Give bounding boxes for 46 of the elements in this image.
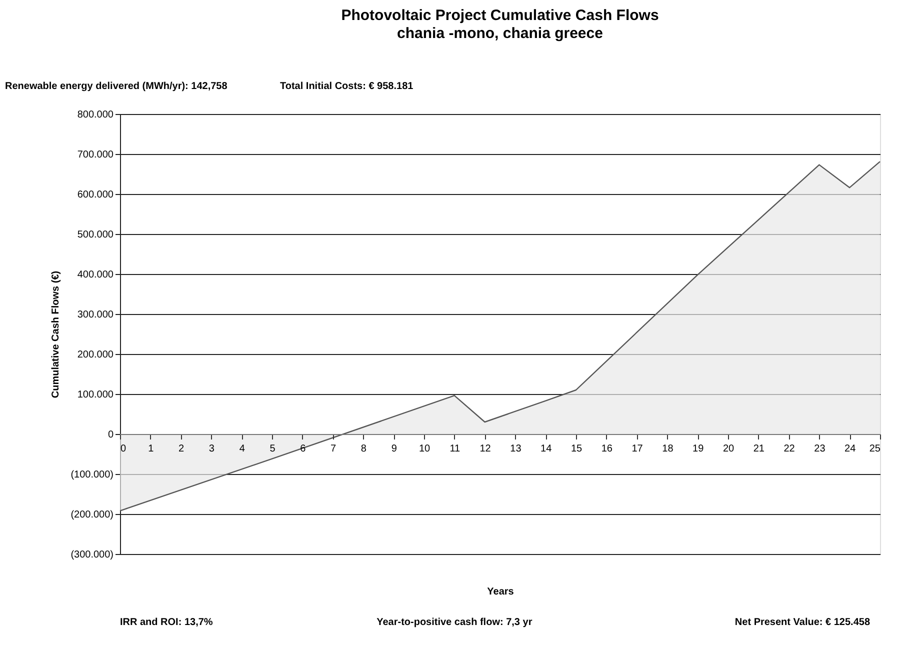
x-tick-label: 22 [784,444,796,454]
text: Renewable energy delivered (MWh/yr): 142,758 [5,81,228,92]
x-tick-label: 5 [270,444,276,454]
x-tick-label: 25 [869,444,881,454]
text: Net Present Value: € 125.458 [734,617,870,628]
x-tick-label: 1 [148,444,154,454]
x-tick-label: 3 [208,444,215,454]
x-tick-label: 16 [601,444,613,454]
y-tick-label: 200.000 [77,350,114,360]
y-tick-label: (100.000) [70,470,114,480]
chart-title: Photovoltaic Project Cumulative Cash Flows [341,7,659,24]
y-tick-label: 600.000 [77,190,114,200]
y-tick-label: 300.000 [77,310,114,320]
x-tick-label: 11 [450,444,461,454]
y-tick-label: (300.000) [70,550,114,560]
y-axis-title: Cumulative Cash Flows (€) [50,270,62,398]
x-tick-label: 18 [662,444,674,454]
y-tick-label: 400.000 [77,270,114,280]
text: Total Initial Costs: € 958.181 [280,81,414,92]
x-tick-label: 4 [239,444,246,454]
x-tick-label: 8 [360,444,367,454]
x-tick-label: 20 [722,444,734,454]
x-tick-label: 10 [418,444,430,454]
x-tick-label: 21 [753,444,765,454]
x-tick-label: 9 [391,444,398,454]
y-tick-label: 500.000 [77,230,114,240]
x-tick-label: 2 [178,444,185,454]
x-tick-label: 14 [540,444,552,454]
x-tick-label: 15 [570,444,582,454]
y-tick-label: 800.000 [77,110,114,120]
x-tick-label: 19 [692,444,704,454]
x-tick-label: 12 [480,444,492,454]
y-tick-label: 700.000 [77,150,114,160]
y-tick-label: 0 [108,430,114,440]
x-tick-label: 17 [632,444,644,454]
x-tick-label: 7 [330,444,337,454]
text: Year-to-positive cash flow: 7,3 yr [376,617,532,628]
text: IRR and ROI: 13,7% [120,617,213,628]
chart-subtitle: chania -mono, chania greece [397,25,603,42]
y-tick-label: (200.000) [70,510,114,520]
y-tick-label: 100.000 [77,390,114,400]
x-tick-label: 23 [814,444,826,454]
x-tick-label: 24 [844,444,856,454]
x-tick-label: 13 [510,444,522,454]
x-tick-label: 0 [120,444,126,454]
x-axis-title: Years [487,586,514,598]
